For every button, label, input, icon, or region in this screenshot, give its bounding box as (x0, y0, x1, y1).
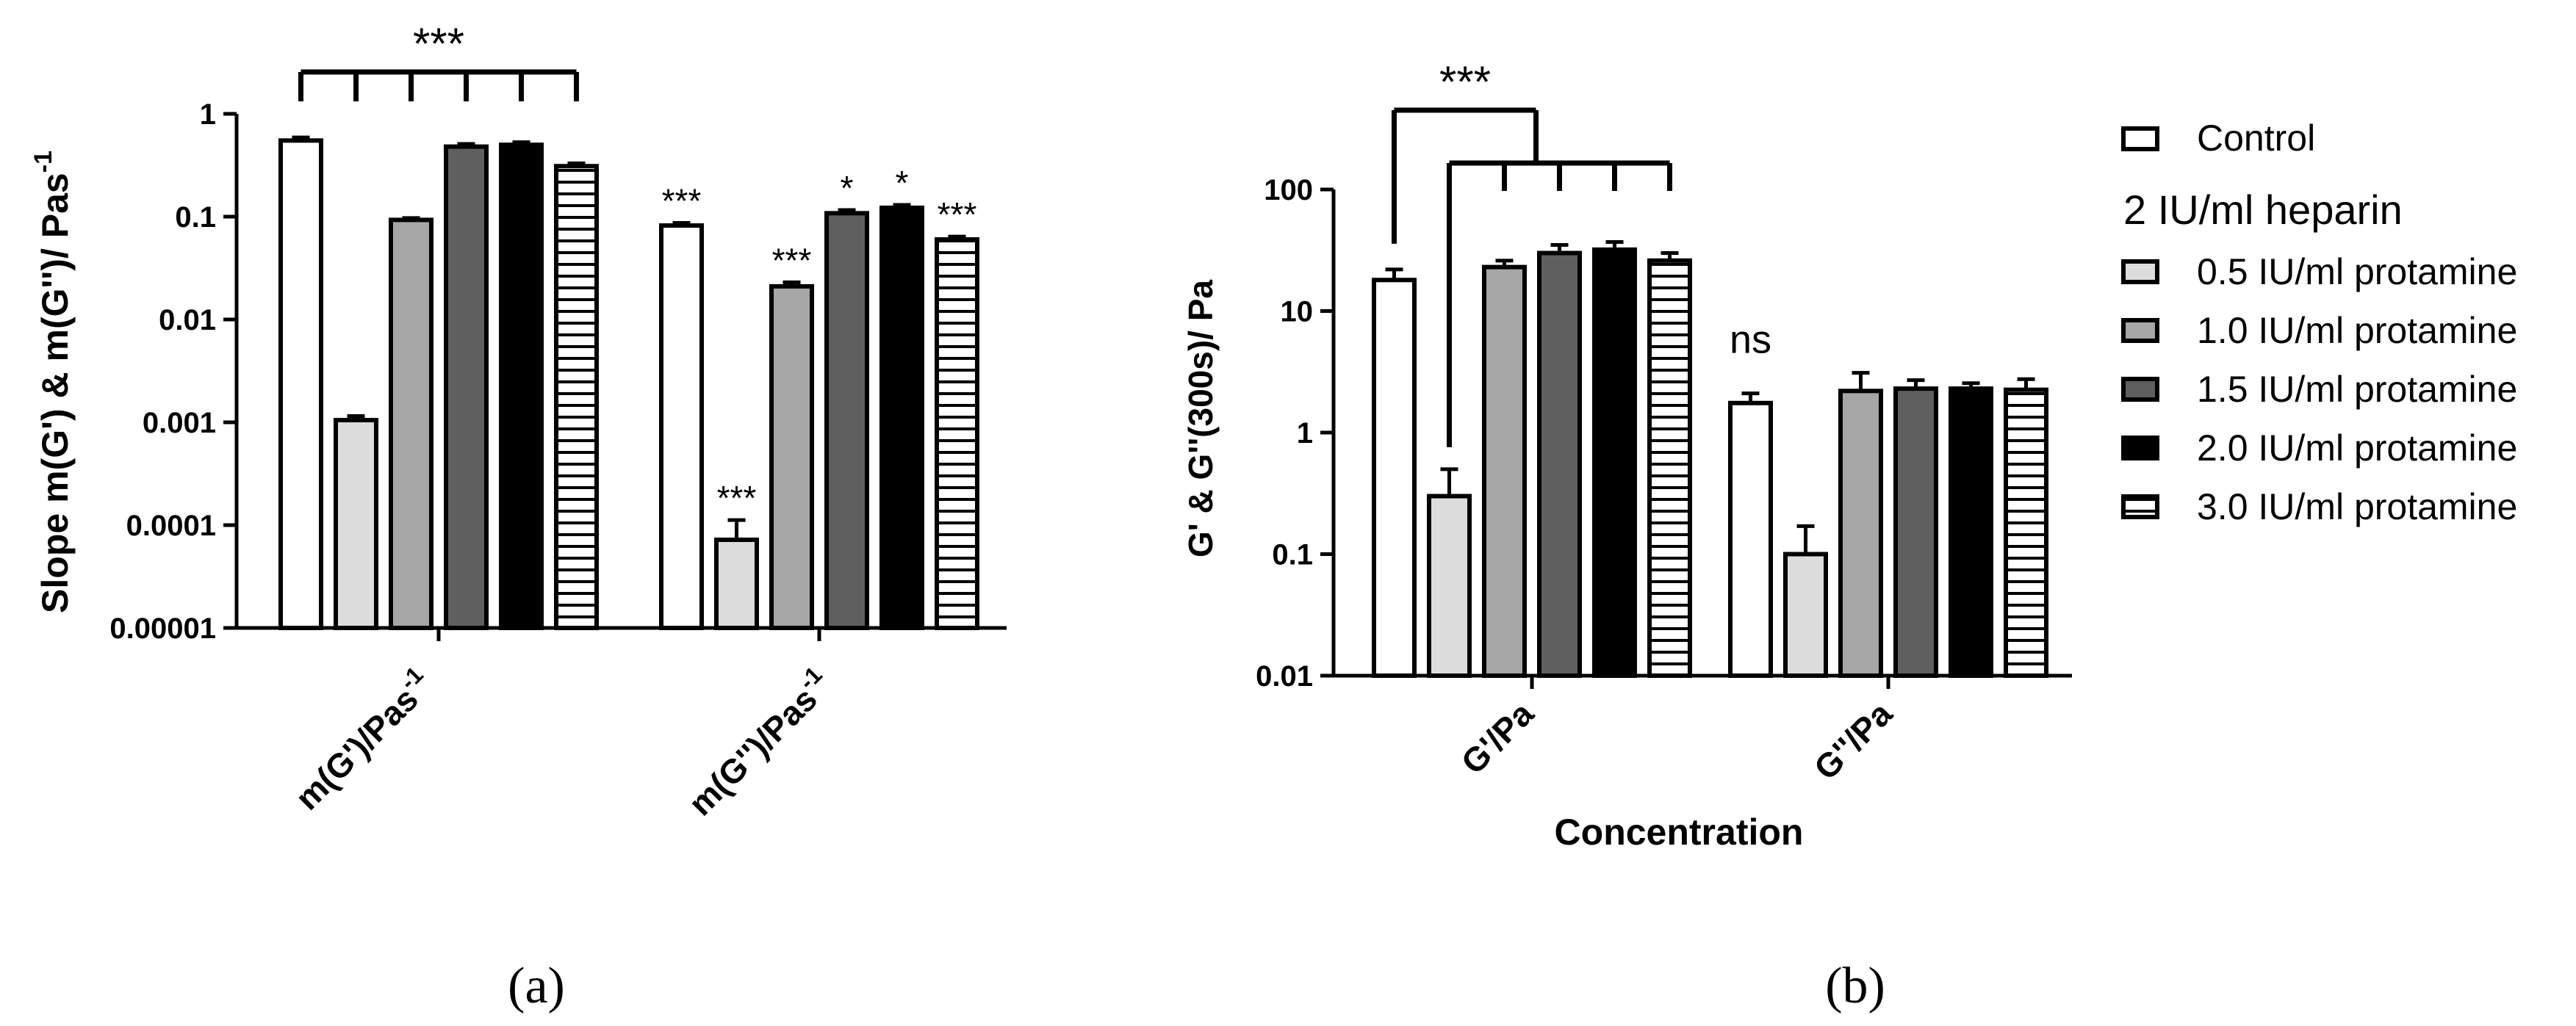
y-tick-label: 1 (200, 98, 216, 131)
legend-label-2: 1.0 IU/ml protamine (2197, 310, 2517, 351)
bar (1838, 389, 1883, 678)
chart-b-annotations: *** ns (1392, 57, 1771, 447)
chart-b-ylabel: G' & G''(300s)/ Pa (1181, 280, 1220, 557)
bar (1427, 494, 1472, 678)
panel-label-a: (a) (508, 958, 565, 1014)
bar (554, 164, 599, 631)
legend-swatch-control (2121, 126, 2159, 151)
y-tick-label: 1 (1297, 417, 1313, 449)
legend-label-1: 0.5 IU/ml protamine (2197, 251, 2517, 292)
bar (1482, 264, 1527, 678)
y-tick-label: 0.01 (159, 304, 216, 336)
y-tick-label: 0.00001 (109, 613, 216, 645)
legend: Control 2 IU/ml heparin 0.5 IU/ml protam… (2121, 118, 2517, 527)
chart-a-category-label-1: m(G')/Pas-1 (284, 661, 440, 817)
y-tick-label: 10 (1281, 296, 1314, 328)
bar (2004, 387, 2048, 678)
chart-b: 0.01 0.1 1 10 100 *** ns G' & G''(300s)/ Pa G… (1181, 57, 2072, 1014)
bar (1537, 250, 1582, 678)
chart-b-category-label-1: G'/Pa (1453, 694, 1541, 781)
bar (1728, 400, 1773, 679)
bar (1647, 258, 1692, 678)
legend-swatch-3 (2121, 377, 2159, 402)
bar (1893, 386, 1938, 678)
bar (935, 237, 979, 630)
y-tick-label: 0.1 (175, 201, 216, 234)
legend-group-title: 2 IU/ml heparin (2123, 187, 2403, 233)
bar (714, 537, 759, 630)
significance-label: *** (662, 181, 702, 220)
bar (334, 418, 378, 630)
bracket-label: *** (1439, 57, 1491, 106)
legend-entry-5: 3.0 IU/ml protamine (2121, 486, 2517, 527)
y-tick-label: 0.01 (1256, 660, 1313, 693)
legend-swatch-1 (2121, 259, 2159, 284)
legend-entry-2: 1.0 IU/ml protamine (2121, 310, 2517, 351)
bar (824, 211, 869, 630)
panel-label-b: (b) (1825, 958, 1885, 1014)
chart-b-category-label-2: G''/Pa (1807, 694, 1900, 787)
chart-a-ylabel: Slope m(G') & m(G'')/ Pas-1 (29, 151, 76, 613)
bar (1592, 247, 1637, 678)
bracket-label: *** (413, 19, 464, 68)
legend-swatch-4 (2121, 436, 2159, 460)
chart-a-annotations: ************* **** (298, 19, 977, 517)
legend-swatch-2 (2121, 318, 2159, 343)
significance-label: * (841, 169, 854, 207)
legend-swatch-5 (2121, 494, 2159, 519)
significance-label: *** (717, 479, 757, 517)
bar (444, 144, 489, 630)
y-tick-label: 0.1 (1272, 539, 1313, 571)
chart-b-xlabel: Concentration (1555, 812, 1804, 853)
significance-label: *** (772, 241, 812, 279)
bar (1783, 552, 1828, 678)
legend-label-4: 2.0 IU/ml protamine (2197, 427, 2517, 469)
legend-label-control: Control (2197, 118, 2315, 159)
legend-label-5: 3.0 IU/ml protamine (2197, 486, 2517, 527)
chart-b-bars (1372, 239, 2048, 679)
bar (879, 205, 924, 631)
bar (659, 223, 704, 631)
legend-label-3: 1.5 IU/ml protamine (2197, 369, 2517, 410)
y-tick-label: 0.0001 (126, 510, 216, 542)
bar (769, 283, 814, 630)
bar (1372, 278, 1417, 679)
chart-a-category-label-2: m(G'')/Pas-1 (677, 661, 839, 823)
bar (278, 138, 323, 630)
significance-label: *** (938, 195, 977, 234)
bar (389, 217, 433, 630)
legend-entry-4: 2.0 IU/ml protamine (2121, 427, 2517, 469)
ns-label: ns (1730, 318, 1771, 362)
y-tick-label: 100 (1264, 174, 1313, 206)
legend-entry-3: 1.5 IU/ml protamine (2121, 369, 2517, 410)
y-tick-label: 0.001 (143, 407, 216, 439)
chart-a-bars (278, 135, 979, 631)
bar (1949, 386, 1993, 678)
legend-entry-1: 0.5 IU/ml protamine (2121, 251, 2517, 292)
bar (499, 142, 544, 630)
significance-label: * (896, 164, 909, 202)
